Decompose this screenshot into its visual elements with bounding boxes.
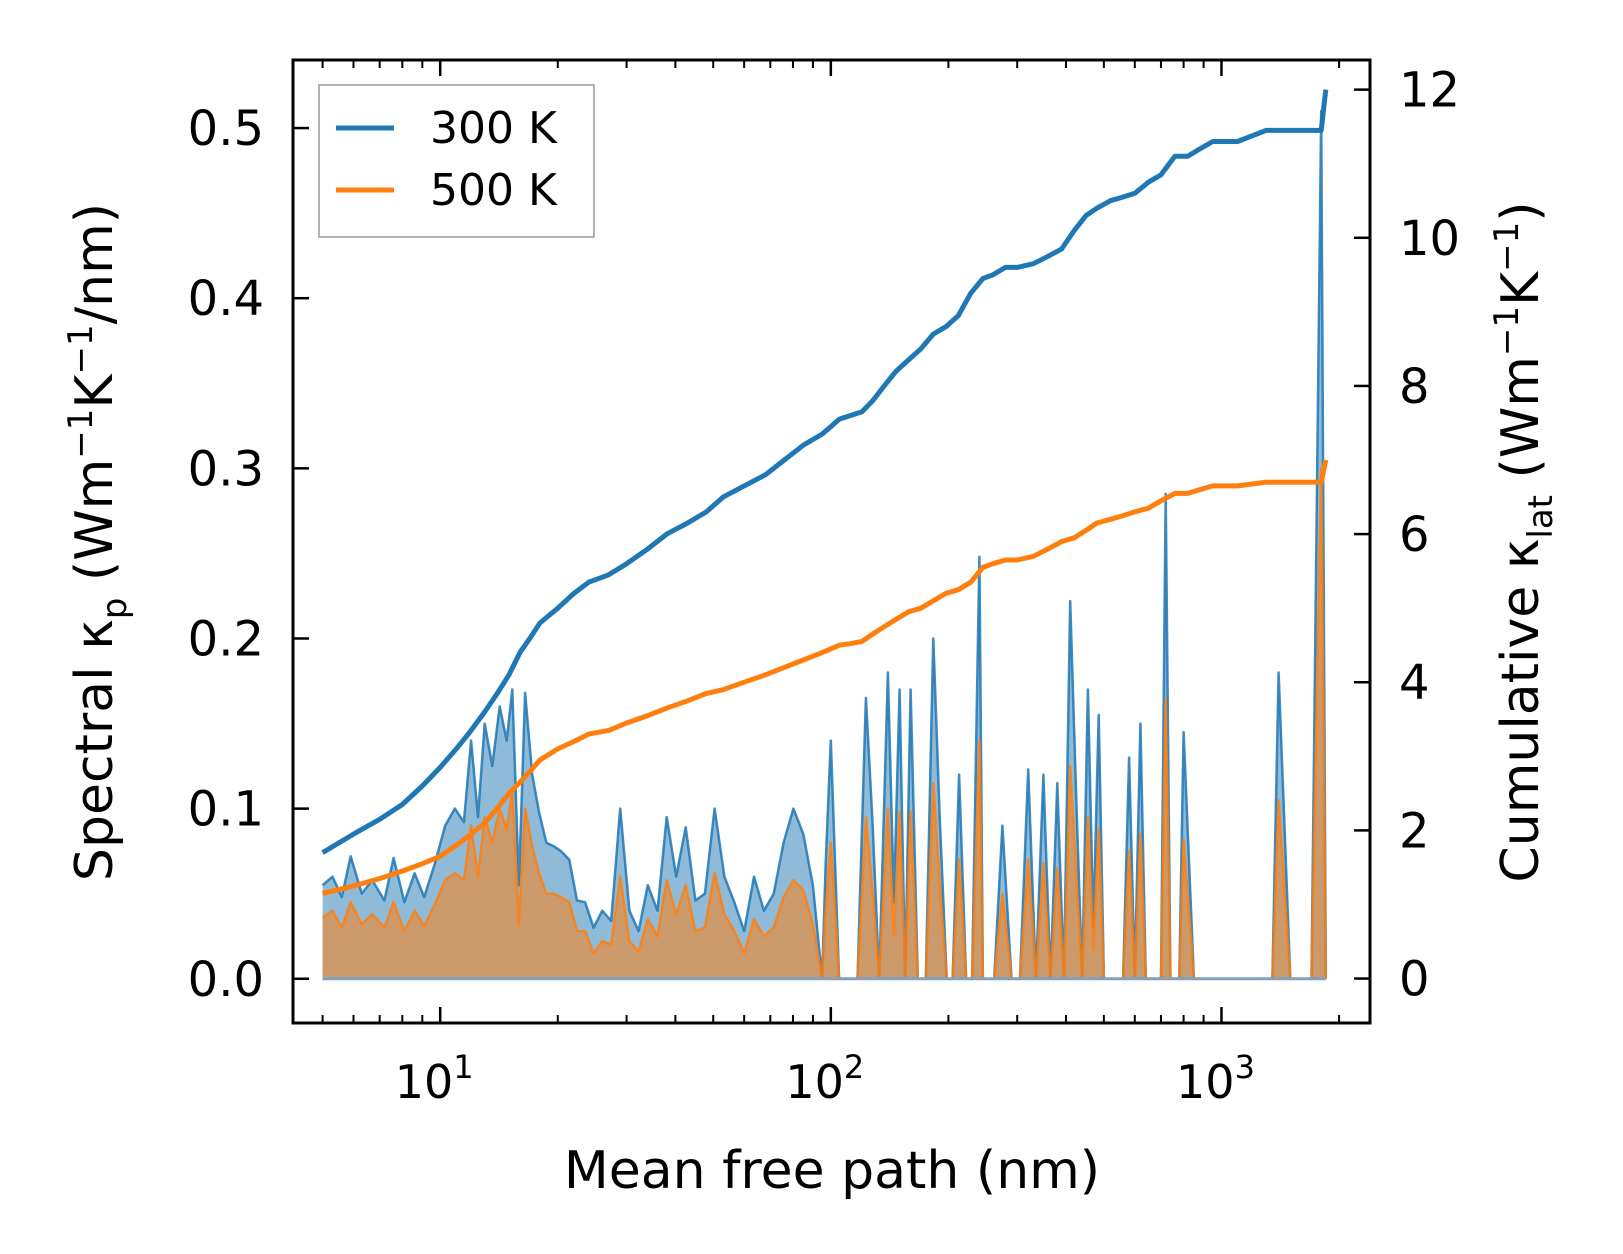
y-right-tick-label: 0 bbox=[1399, 952, 1430, 1008]
x-axis-label: Mean free path (nm) bbox=[564, 1141, 1100, 1201]
y-right-tick-labels: 0 2 4 6 8 10 12 bbox=[1399, 63, 1460, 1008]
cumulative-line-layer bbox=[321, 89, 1329, 896]
x-tick-label: 103 bbox=[1176, 1048, 1255, 1109]
y-left-tick-label: 0.4 bbox=[188, 271, 264, 327]
cumulative-line-300k bbox=[321, 89, 1329, 855]
y-left-axis-label: Spectral κp (Wm−1K−1/nm) bbox=[61, 203, 135, 881]
y-right-tick-label: 4 bbox=[1399, 655, 1430, 711]
legend: 300 K 500 K bbox=[318, 84, 595, 238]
y-left-tick-label: 0.1 bbox=[188, 782, 264, 838]
legend-label-500k: 500 K bbox=[430, 165, 558, 216]
x-tick-label: 101 bbox=[395, 1048, 474, 1109]
x-tick-labels: 101 102 103 bbox=[395, 1048, 1255, 1109]
x-tick-label: 102 bbox=[785, 1048, 864, 1109]
legend-label-300k: 300 K bbox=[430, 103, 558, 154]
legend-box bbox=[318, 84, 595, 238]
y-right-axis-label: Cumulative κlat (Wm−1K−1) bbox=[1487, 201, 1561, 882]
spectral-line-layer bbox=[321, 109, 1328, 981]
y-right-tick-label: 10 bbox=[1399, 211, 1460, 267]
y-left-tick-labels: 0.0 0.1 0.2 0.3 0.4 0.5 bbox=[188, 101, 264, 1008]
spectral-fill-500k bbox=[322, 468, 1326, 979]
y-right-tick-label: 8 bbox=[1399, 359, 1430, 415]
y-right-tick-label: 12 bbox=[1399, 63, 1460, 119]
y-left-tick-label: 0.2 bbox=[188, 611, 264, 667]
y-left-tick-label: 0.0 bbox=[188, 952, 264, 1008]
cumulative-line-500k bbox=[322, 459, 1329, 896]
tick-layer bbox=[293, 60, 1370, 1023]
y-right-tick-label: 6 bbox=[1399, 507, 1430, 563]
y-right-tick-label: 2 bbox=[1399, 803, 1430, 859]
y-left-tick-label: 0.5 bbox=[188, 101, 264, 157]
y-left-tick-label: 0.3 bbox=[188, 441, 264, 497]
